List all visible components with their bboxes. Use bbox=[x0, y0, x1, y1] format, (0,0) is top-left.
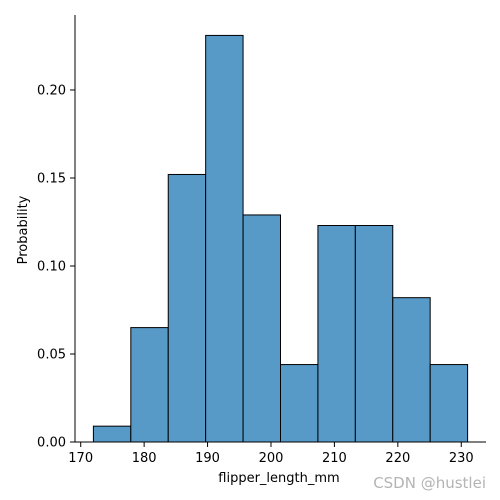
x-tick-label: 200 bbox=[259, 451, 284, 466]
y-tick-label: 0.20 bbox=[37, 83, 66, 98]
y-tick-label: 0.10 bbox=[37, 259, 66, 274]
x-tick-label: 180 bbox=[132, 451, 157, 466]
x-tick-label: 230 bbox=[449, 451, 474, 466]
y-tick-label: 0.00 bbox=[37, 436, 66, 451]
x-tick-label: 170 bbox=[68, 451, 93, 466]
y-tick-label: 0.15 bbox=[37, 171, 66, 186]
x-axis-ticks: 170 180 190 200 210 220 230 bbox=[68, 442, 474, 466]
histogram-bar-10 bbox=[429, 364, 469, 443]
histogram-bar-3 bbox=[167, 173, 207, 443]
y-axis-label: Probability bbox=[16, 195, 31, 264]
x-axis-label: flipper_length_mm bbox=[218, 471, 339, 486]
y-tick-label: 0.05 bbox=[37, 347, 66, 362]
histogram-bar-4 bbox=[205, 34, 244, 443]
histogram-bar-7 bbox=[317, 225, 356, 443]
y-axis-ticks: 0.00 0.05 0.10 0.15 0.20 bbox=[37, 83, 75, 451]
x-tick-label: 220 bbox=[385, 451, 410, 466]
histogram-bar-8 bbox=[354, 225, 394, 443]
histogram-bar-9 bbox=[392, 297, 431, 443]
histogram-bar-1 bbox=[92, 425, 132, 443]
histogram-bar-2 bbox=[130, 327, 169, 443]
histogram-bar-6 bbox=[280, 364, 319, 443]
bars-group bbox=[92, 34, 469, 443]
watermark-text: CSDN @hustlei bbox=[373, 474, 486, 492]
histogram-bar-5 bbox=[242, 214, 281, 443]
x-tick-label: 190 bbox=[195, 451, 220, 466]
x-tick-label: 210 bbox=[322, 451, 347, 466]
